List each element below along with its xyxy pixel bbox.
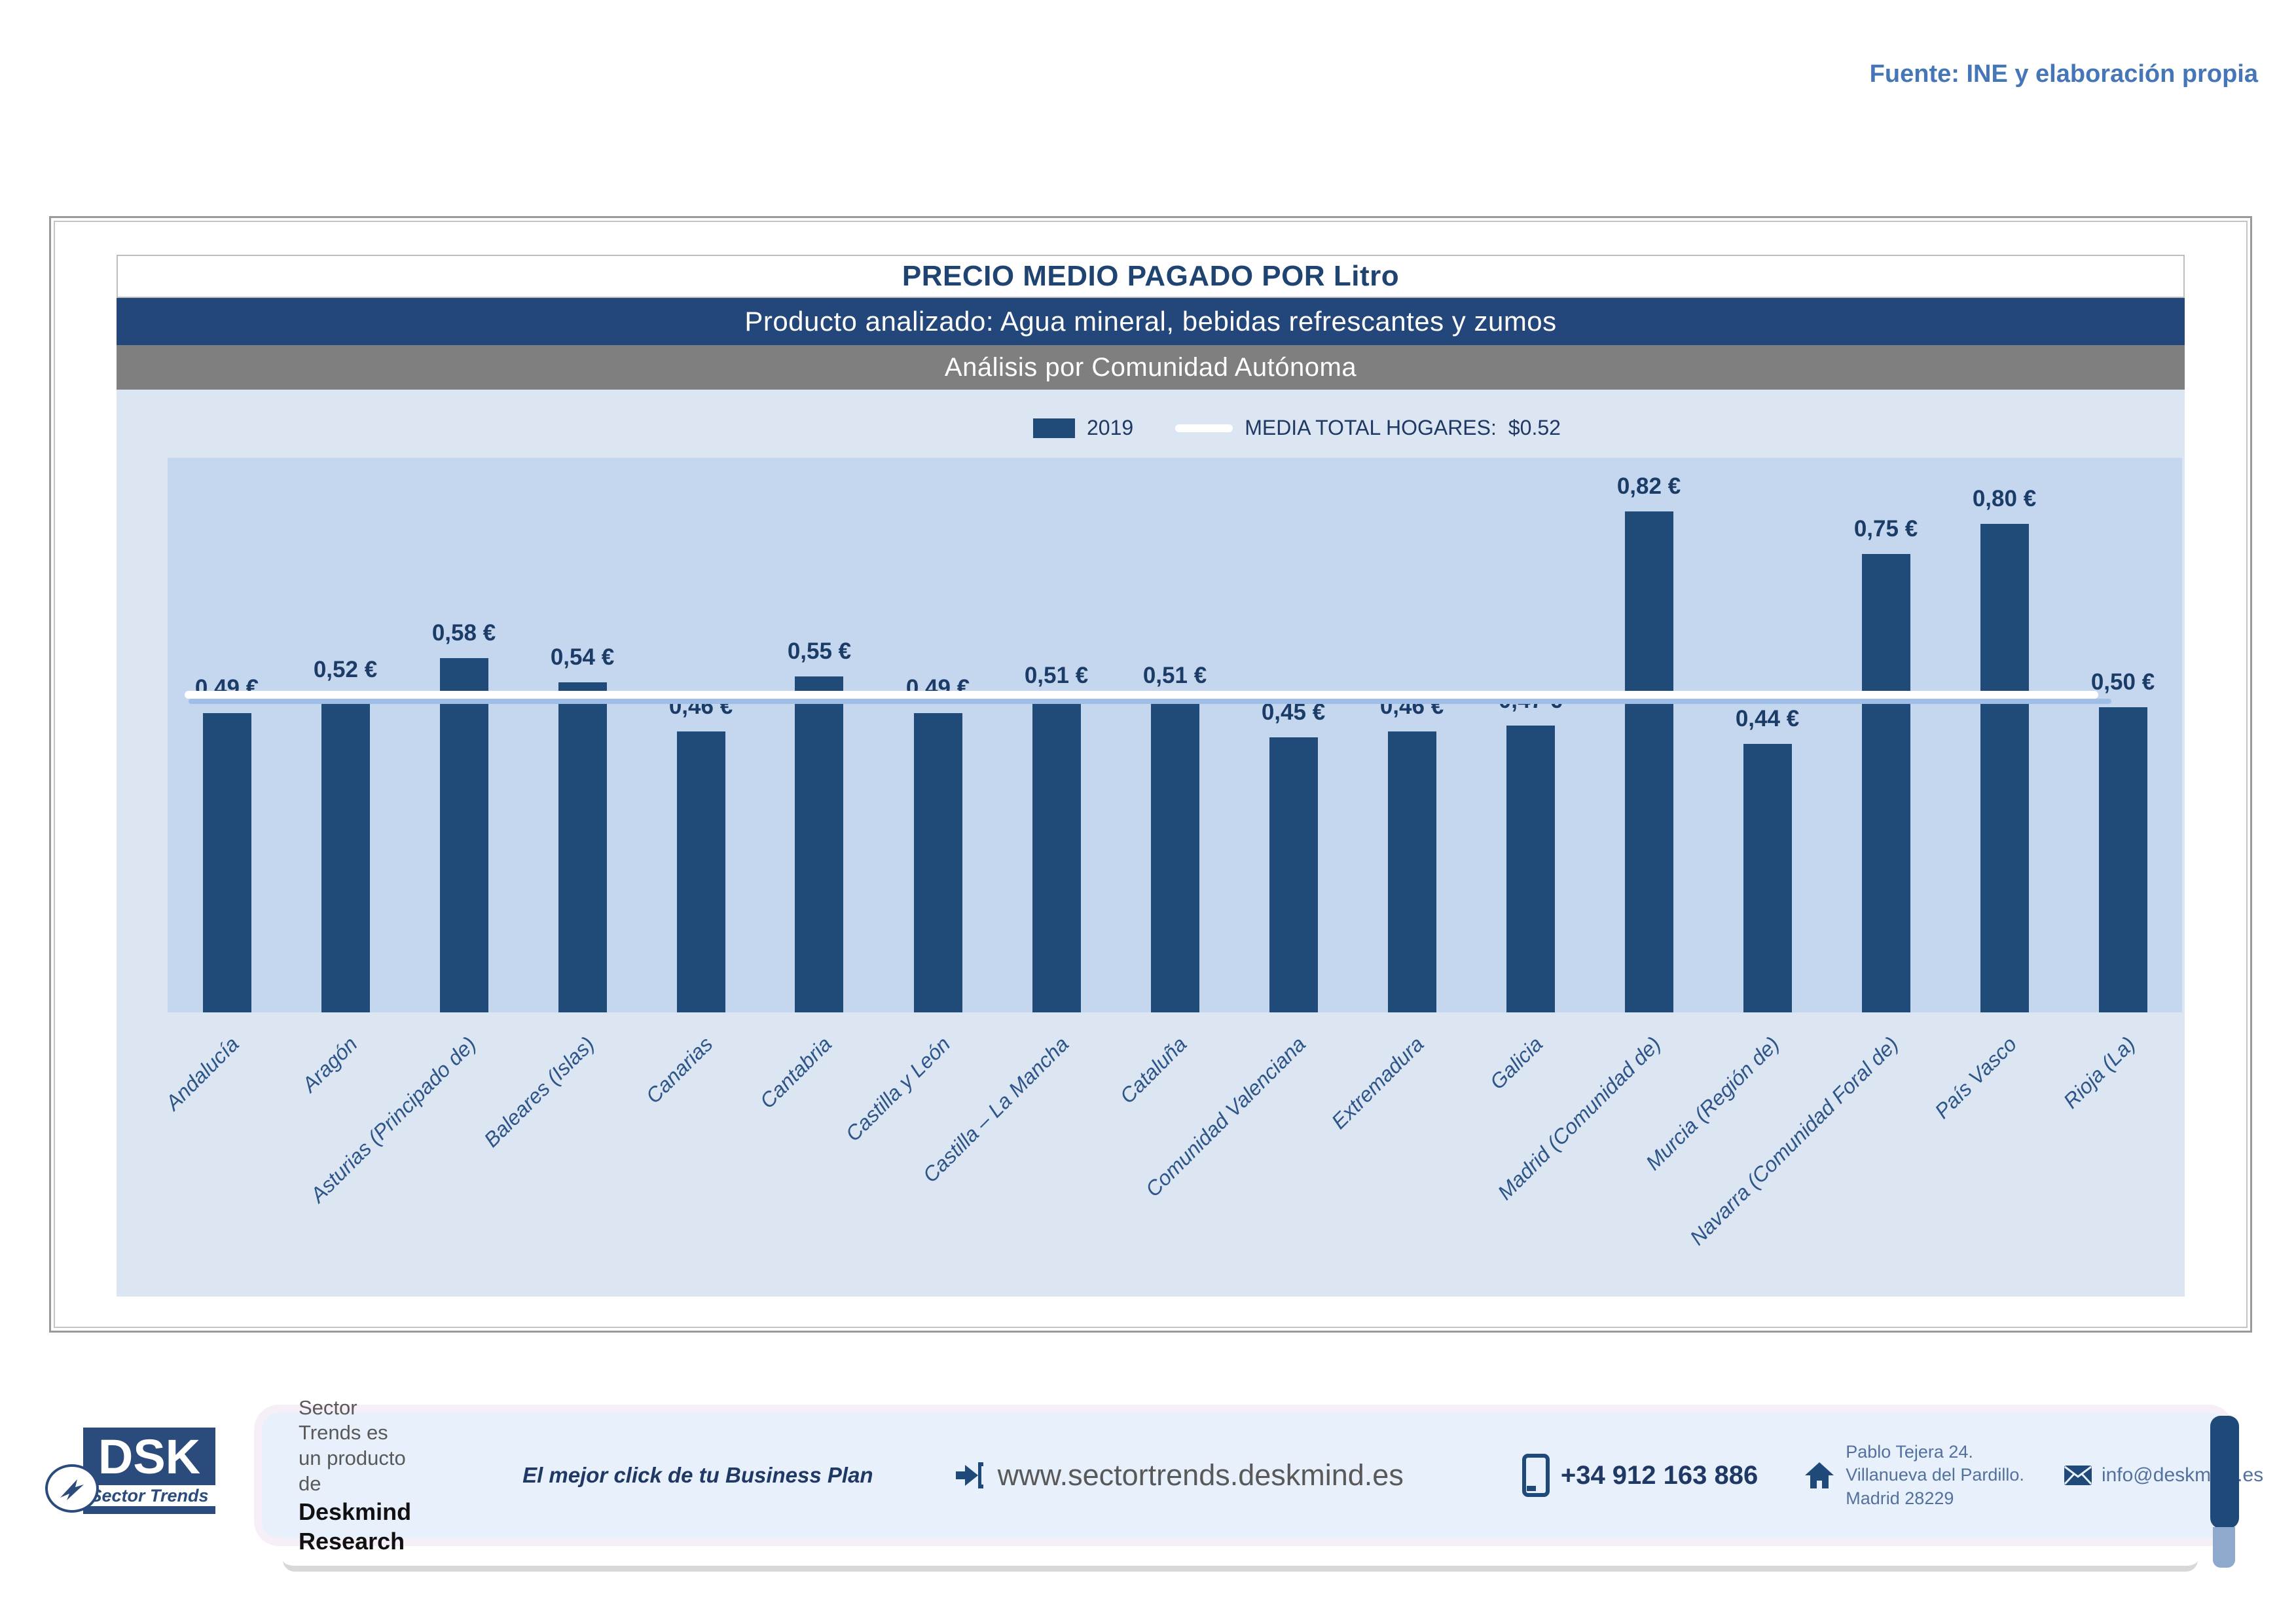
source-note: Fuente: INE y elaboración propia	[1869, 60, 2258, 88]
bar-5	[795, 676, 844, 1012]
bar-6	[913, 712, 962, 1012]
legend-series-label: 2019	[1087, 416, 1134, 439]
footer-email: info@deskmind.es	[2101, 1464, 2264, 1486]
footer-address-line3: Madrid 28229	[1846, 1488, 1954, 1508]
footer-product-block: Sector Trends es un producto de Deskmind…	[299, 1395, 411, 1556]
bar-2	[439, 657, 488, 1012]
bar-value-label-3: 0,54 €	[550, 644, 615, 671]
dsk-logo: DSK Sector Trends	[45, 1428, 215, 1514]
footer-product-prefix: de	[299, 1471, 321, 1495]
footer-company-name: Deskmind Research	[299, 1498, 412, 1555]
x-axis-label-5: Cantabria	[755, 1032, 836, 1113]
bar-value-label-16: 0,50 €	[2090, 669, 2155, 695]
bar-value-label-15: 0,80 €	[1972, 485, 2037, 511]
footer-phone: +34 912 163 886	[1560, 1460, 1758, 1490]
x-axis-label-11: Galicia	[1485, 1032, 1547, 1094]
bar-value-label-1: 0,52 €	[313, 656, 378, 682]
bar-4	[676, 731, 725, 1012]
x-axis-label-16: Rioja (La)	[2058, 1032, 2140, 1113]
bar-value-label-5: 0,55 €	[787, 638, 852, 664]
x-axis-label-8: Cataluña	[1115, 1032, 1192, 1109]
x-axis-label-10: Extremadura	[1326, 1032, 1429, 1134]
bar-value-label-8: 0,51 €	[1142, 663, 1207, 689]
bar-value-label-2: 0,58 €	[431, 619, 496, 646]
footer-address-line1: Pablo Tejera 24.	[1846, 1442, 1973, 1462]
analysis-subtitle: Análisis por Comunidad Autónoma	[117, 345, 2185, 390]
footer-shadow-strip	[283, 1538, 2198, 1572]
bar-14	[1861, 554, 1910, 1012]
bar-value-label-13: 0,44 €	[1735, 705, 1800, 731]
dsk-logo-ellipse	[45, 1464, 99, 1513]
report-panel: PRECIO MEDIO PAGADO POR Litro Producto a…	[49, 216, 2252, 1333]
bar-1	[321, 694, 370, 1012]
chart-title: PRECIO MEDIO PAGADO POR Litro	[117, 255, 2185, 298]
x-axis-label-13: Murcia (Región de)	[1641, 1032, 1784, 1175]
footer-end-pill	[2210, 1416, 2239, 1528]
bar-3	[558, 682, 607, 1012]
bar-0	[202, 712, 251, 1012]
phone-icon	[1522, 1454, 1550, 1497]
dsk-logo-strip	[83, 1506, 215, 1514]
x-axis-label-6: Castilla y León	[841, 1032, 955, 1146]
x-axis-label-3: Baleares (Islas)	[479, 1032, 599, 1152]
envelope-icon	[2064, 1466, 2092, 1485]
chart-legend: 2019 MEDIA TOTAL HOGARES: $0.52	[1033, 416, 1561, 440]
footer-product-line2: de Deskmind Research	[299, 1471, 411, 1556]
bar-16	[2098, 707, 2147, 1012]
bar-value-label-14: 0,75 €	[1853, 516, 1918, 542]
chart-area: 2019 MEDIA TOTAL HOGARES: $0.52 0,49 €0,…	[117, 390, 2185, 1297]
bar-8	[1150, 701, 1199, 1012]
bar-15	[1980, 523, 2029, 1012]
footer-tagline: El mejor click de tu Business Plan	[522, 1463, 873, 1487]
dsk-logo-text: DSK	[83, 1428, 215, 1485]
cursor-arrow-icon	[60, 1479, 84, 1500]
x-axis-label-4: Canarias	[641, 1032, 718, 1109]
legend-media-label: MEDIA TOTAL HOGARES:	[1245, 416, 1497, 439]
legend-line-swatch	[1175, 424, 1233, 432]
x-axis-label-14: Navarra (Comunidad Foral de)	[1685, 1032, 1903, 1250]
bar-10	[1387, 731, 1436, 1012]
footer-address: Pablo Tejera 24. Villanueva del Pardillo…	[1846, 1441, 2024, 1509]
footer-end-pill-tail	[2213, 1527, 2235, 1568]
footer-product-line1: Sector Trends es un producto	[299, 1395, 406, 1470]
bar-9	[1269, 737, 1318, 1012]
bar-value-label-12: 0,82 €	[1616, 473, 1681, 500]
bar-7	[1032, 701, 1081, 1012]
x-axis-label-0: Andalucía	[160, 1032, 244, 1115]
legend-series-swatch	[1033, 418, 1075, 438]
footer-website: www.sectortrends.deskmind.es	[997, 1458, 1404, 1492]
x-axis-labels: Andalucía Aragón Asturias (Principado de) B…	[161, 1012, 2182, 1294]
footer-address-line2: Villanueva del Pardillo.	[1846, 1465, 2024, 1485]
product-subtitle: Producto analizado: Agua mineral, bebida…	[117, 298, 2185, 345]
bar-11	[1506, 725, 1555, 1012]
dsk-logo-subtext: Sector Trends	[83, 1485, 215, 1506]
x-axis-label-15: País Vasco	[1929, 1032, 2021, 1124]
bar-13	[1743, 743, 1792, 1012]
footer-bar: Sector Trends es un producto de Deskmind…	[262, 1396, 2263, 1568]
bar-value-label-7: 0,51 €	[1024, 663, 1089, 689]
house-icon	[1805, 1462, 1834, 1488]
plot-area: 0,49 €0,52 €0,58 €0,54 €0,46 €0,55 €0,49…	[168, 458, 2182, 1012]
bar-12	[1624, 511, 1673, 1012]
media-reference-line	[185, 690, 2111, 704]
legend-media-value: $0.52	[1508, 416, 1561, 439]
x-axis-label-1: Aragón	[297, 1032, 362, 1097]
arrow-bracket-icon	[955, 1462, 983, 1488]
